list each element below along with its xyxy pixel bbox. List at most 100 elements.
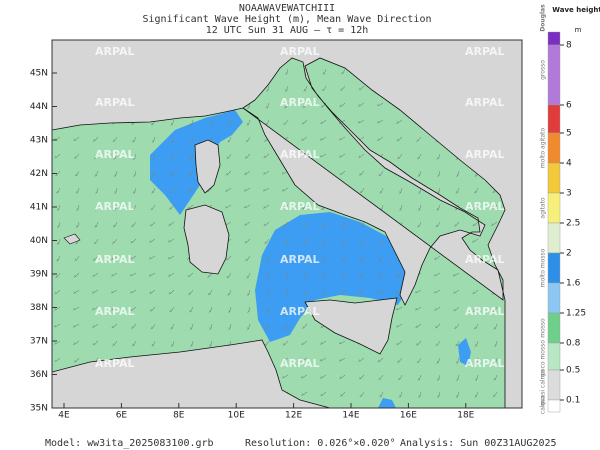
arrow xyxy=(303,289,308,296)
lon-label: 12E xyxy=(285,411,302,421)
arrow xyxy=(301,340,308,345)
arrow xyxy=(94,221,99,228)
arrow xyxy=(56,255,61,262)
arrow xyxy=(416,153,422,160)
scale-name: Douglas xyxy=(540,4,547,32)
arrow xyxy=(74,153,80,159)
arrow xyxy=(357,119,365,124)
arrow xyxy=(414,306,422,311)
arrow xyxy=(283,119,289,125)
arrow xyxy=(150,204,156,211)
arrow xyxy=(474,340,479,347)
corsica xyxy=(194,139,221,194)
arrow xyxy=(110,272,118,277)
arrow xyxy=(415,323,422,328)
colorbar-segment xyxy=(547,132,561,164)
arrow xyxy=(417,221,422,228)
arrow xyxy=(436,374,441,381)
arrow xyxy=(148,272,156,277)
title-time: 12 UTC Sun 31 AUG — τ = 12h xyxy=(206,25,369,36)
arrow xyxy=(379,238,384,245)
arrow xyxy=(455,170,460,177)
arrow xyxy=(168,272,175,277)
lat-label: 45N xyxy=(30,69,48,79)
sea-state: grosso xyxy=(540,60,547,80)
arrow xyxy=(73,357,80,363)
arrow xyxy=(227,323,232,330)
arrow xyxy=(360,255,365,262)
arrow xyxy=(471,238,479,243)
arrow xyxy=(262,170,270,175)
arrow xyxy=(414,289,422,294)
arrow xyxy=(207,289,213,296)
watermark: ARPAL xyxy=(465,96,505,109)
arrow xyxy=(340,289,346,295)
arrow xyxy=(53,340,61,345)
watermark: ARPAL xyxy=(280,96,320,109)
arrow xyxy=(55,272,61,278)
arrow xyxy=(474,187,479,194)
arrow xyxy=(111,255,118,261)
arrow xyxy=(225,187,232,192)
arrow xyxy=(246,289,251,296)
arrow xyxy=(224,204,232,209)
arrow xyxy=(149,221,156,227)
arrow xyxy=(208,119,213,126)
arrow xyxy=(473,323,479,330)
arrow xyxy=(170,153,175,160)
arrow xyxy=(206,272,213,278)
arrow xyxy=(227,119,232,126)
arrow xyxy=(111,323,118,329)
arrow xyxy=(91,289,99,294)
arrow xyxy=(417,170,422,177)
arrow xyxy=(302,306,308,313)
arrow xyxy=(322,238,327,245)
arrow xyxy=(473,306,479,312)
arrow xyxy=(397,374,403,381)
arrow xyxy=(283,238,289,245)
watermark: ARPAL xyxy=(465,305,505,318)
arrow xyxy=(320,102,327,108)
arrow xyxy=(319,357,327,362)
arrow xyxy=(359,272,365,279)
arrow xyxy=(322,272,327,279)
arrow xyxy=(170,136,175,143)
arrow xyxy=(378,255,384,262)
arrow xyxy=(453,221,460,227)
arrow xyxy=(132,187,137,194)
arrow xyxy=(265,306,270,313)
arrow xyxy=(265,85,270,92)
arrow xyxy=(189,340,194,347)
colorbar-segment xyxy=(547,399,561,413)
arrow xyxy=(300,374,308,379)
arrow xyxy=(434,255,441,260)
arrow xyxy=(263,221,270,227)
arrow xyxy=(72,323,80,328)
wave-patch xyxy=(255,212,410,342)
arrow xyxy=(320,391,327,397)
arrow xyxy=(129,272,137,277)
arrow xyxy=(244,153,251,159)
wave-patch xyxy=(458,338,471,366)
arrow xyxy=(284,68,289,75)
arrow xyxy=(379,391,384,398)
colorbar-segment xyxy=(547,282,561,314)
arrow xyxy=(132,136,137,143)
arrow xyxy=(379,187,384,194)
colorbar-label: 4 xyxy=(566,159,572,169)
arrow xyxy=(262,187,270,192)
arrow xyxy=(244,170,251,175)
arrow xyxy=(225,255,232,261)
arrow xyxy=(321,85,327,92)
arrow xyxy=(416,136,422,142)
colorbar-segment xyxy=(547,104,561,134)
arrow xyxy=(416,357,422,364)
lon-label: 16E xyxy=(400,411,417,421)
colorbar-label: 2.5 xyxy=(566,219,580,229)
arrow xyxy=(227,289,232,296)
arrow xyxy=(474,357,479,364)
arrow xyxy=(225,170,232,176)
arrow xyxy=(227,136,232,143)
arrow xyxy=(54,357,61,363)
arrow xyxy=(56,187,61,194)
